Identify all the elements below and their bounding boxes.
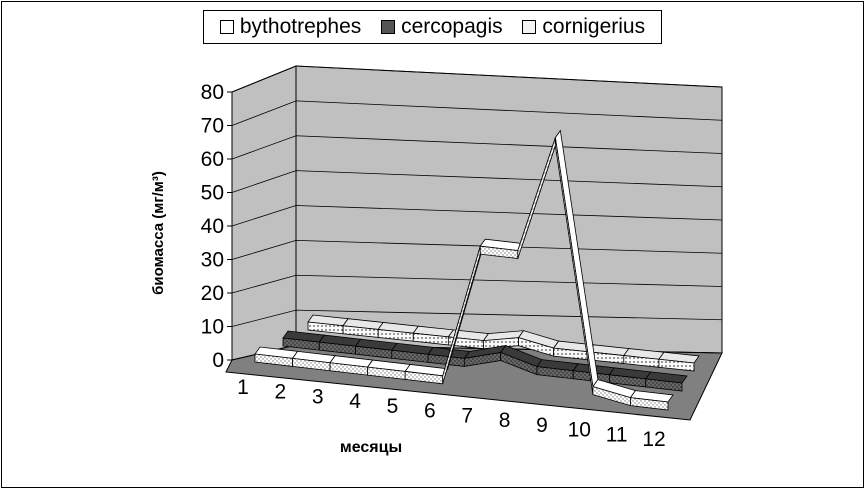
legend-label-bythotrephes: bythotrephes bbox=[239, 15, 362, 38]
side-wall bbox=[231, 65, 297, 361]
ribbon-face-cercopagis bbox=[645, 378, 683, 392]
y-tick-label: 20 bbox=[201, 282, 224, 305]
gridline bbox=[231, 309, 723, 327]
x-tick-label: 2 bbox=[275, 381, 287, 404]
y-tick-label: 50 bbox=[201, 182, 224, 205]
x-axis-label: месяцы bbox=[340, 439, 402, 456]
ribbon-face-bythotrephes bbox=[630, 397, 669, 411]
ribbon-face-cornigerius bbox=[658, 358, 695, 372]
y-tick-label: 0 bbox=[212, 349, 224, 372]
y-tick-label: 70 bbox=[201, 115, 224, 138]
legend-swatch-cercopagis bbox=[381, 20, 396, 34]
legend-label-cornigerius: cornigerius bbox=[542, 15, 646, 38]
x-tick-label: 8 bbox=[499, 409, 511, 432]
x-tick-label: 1 bbox=[237, 376, 249, 399]
x-tick-label: 10 bbox=[568, 419, 591, 442]
y-tick-label: 30 bbox=[201, 249, 224, 272]
gridline bbox=[231, 205, 723, 227]
y-tick-label: 40 bbox=[201, 215, 224, 238]
gridline bbox=[231, 135, 723, 160]
gridline bbox=[231, 170, 723, 193]
legend-swatch-bythotrephes bbox=[219, 20, 234, 34]
ribbon-cornigerius bbox=[307, 314, 700, 372]
gridline bbox=[231, 65, 723, 93]
legend-item-cornigerius: cornigerius bbox=[522, 15, 645, 39]
x-tick-label: 12 bbox=[642, 428, 665, 451]
legend-item-cercopagis: cercopagis bbox=[381, 15, 503, 39]
x-tick-label: 5 bbox=[387, 395, 399, 418]
x-tick-label: 7 bbox=[461, 404, 473, 427]
y-tick-label: 10 bbox=[201, 316, 224, 339]
gridline bbox=[231, 239, 723, 260]
gridline bbox=[231, 100, 723, 126]
x-tick-label: 6 bbox=[424, 400, 436, 423]
x-tick-label: 9 bbox=[536, 414, 548, 437]
x-tick-label: 3 bbox=[312, 385, 324, 408]
x-tick-label: 11 bbox=[606, 423, 628, 446]
x-tick-label: 4 bbox=[349, 390, 361, 413]
legend-item-bythotrephes: bythotrephes bbox=[219, 15, 362, 39]
back-wall bbox=[295, 65, 723, 354]
ribbon-bythotrephes bbox=[254, 129, 674, 411]
y-tick-label: 60 bbox=[201, 148, 224, 171]
y-tick-label: 80 bbox=[201, 81, 224, 104]
legend-label-cercopagis: cercopagis bbox=[401, 15, 503, 38]
legend: bythotrephes cercopagis cornigerius bbox=[203, 10, 662, 44]
y-axis-label: биомасса (мг/м³) bbox=[150, 171, 167, 295]
legend-swatch-cornigerius bbox=[522, 20, 537, 34]
